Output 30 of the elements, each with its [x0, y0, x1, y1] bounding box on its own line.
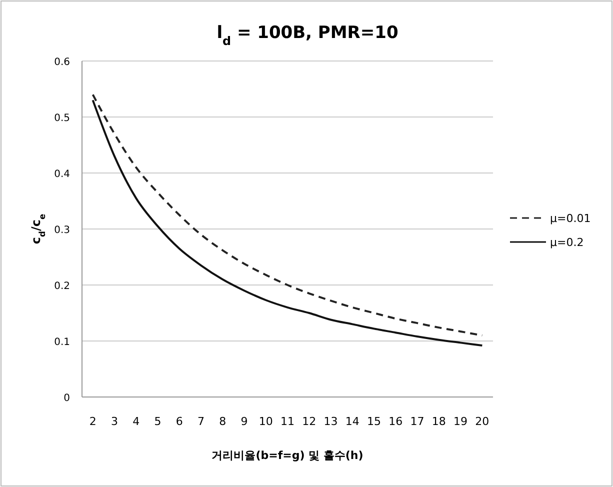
x-tick-label: 4 — [132, 415, 140, 428]
x-tick-label: 17 — [410, 415, 424, 428]
legend-label: μ=0.2 — [550, 236, 584, 249]
x-tick-label: 10 — [258, 415, 273, 428]
y-tick-label: 0.3 — [54, 225, 70, 236]
x-tick-label: 13 — [324, 415, 338, 428]
x-tick-label: 7 — [197, 415, 204, 428]
y-tick-label: 0.1 — [54, 337, 70, 348]
x-tick-label: 14 — [345, 415, 360, 428]
x-tick-label: 5 — [154, 415, 162, 428]
x-axis-title: 거리비율(b=f=g) 및 홀수(h) — [212, 449, 364, 462]
y-tick-label: 0.4 — [54, 169, 70, 180]
x-tick-label: 11 — [280, 415, 294, 428]
chart-title: l$_{d}$ = 100B, PMR=10 — [216, 23, 398, 48]
y-tick-label: 0 — [64, 393, 70, 404]
x-tick-label: 20 — [475, 415, 490, 428]
x-tick-label: 16 — [388, 415, 403, 428]
x-tick-label: 2 — [89, 415, 96, 428]
y-tick-label: 0.6 — [54, 57, 70, 68]
x-tick-label: 12 — [302, 415, 316, 428]
y-tick-label: 0.2 — [54, 281, 70, 292]
y-tick-label: 0.5 — [54, 113, 70, 124]
x-tick-label: 3 — [110, 415, 118, 428]
x-tick-label: 6 — [176, 415, 183, 428]
x-tick-label: 15 — [367, 415, 382, 428]
legend-label: μ=0.01 — [550, 212, 591, 225]
x-tick-label: 8 — [219, 415, 226, 428]
x-tick-label: 9 — [240, 415, 248, 428]
x-tick-label: 18 — [432, 415, 446, 428]
x-tick-label: 19 — [454, 415, 468, 428]
